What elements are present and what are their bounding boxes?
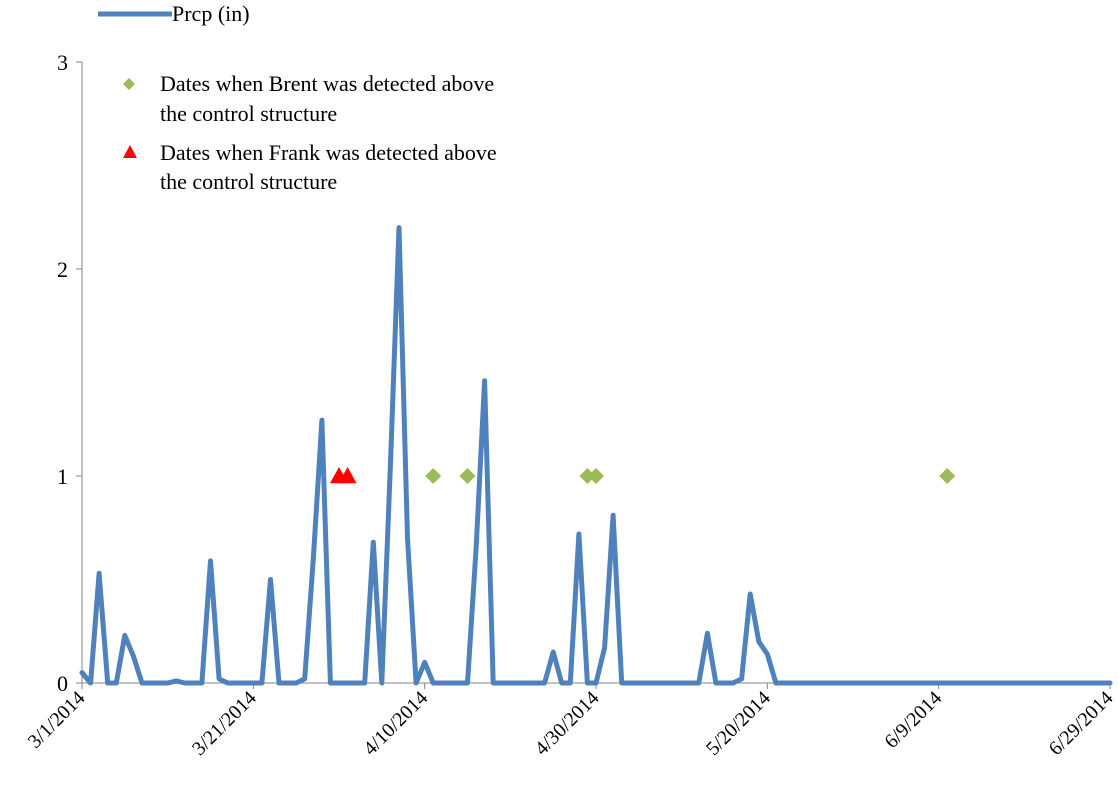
frank-marker — [338, 467, 357, 484]
legend-label-brent-line2: the control structure — [160, 101, 337, 126]
legend-entry-frank: Dates when Frank was detected above the … — [123, 140, 497, 194]
x-ticks: 3/1/2014 3/21/2014 4/10/2014 4/30/2014 5/20/… — [24, 683, 1118, 760]
y-tick-label: 1 — [57, 464, 68, 489]
x-tick-label: 6/29/2014 — [1045, 687, 1118, 760]
legend-entry-brent: Dates when Brent was detected above the … — [123, 71, 494, 126]
legend-swatch-brent — [123, 78, 135, 90]
x-tick-label: 3/1/2014 — [24, 687, 90, 753]
y-ticks: 0 1 2 3 — [57, 50, 82, 696]
legend-swatch-frank — [123, 145, 137, 158]
series-line-prcp — [79, 225, 1113, 686]
brent-marker — [425, 468, 442, 484]
legend-label-frank-line2: the control structure — [160, 169, 337, 194]
brent-marker — [459, 468, 476, 484]
x-tick-label: 3/21/2014 — [188, 687, 261, 760]
legend-label-brent-line1: Dates when Brent was detected above — [160, 71, 494, 96]
y-tick-label: 0 — [57, 671, 68, 696]
x-tick-label: 4/10/2014 — [359, 687, 432, 760]
y-tick-label: 2 — [57, 257, 68, 282]
y-tick-label: 3 — [57, 50, 68, 75]
legend-label-frank-line1: Dates when Frank was detected above — [160, 140, 497, 165]
marker-layer — [330, 467, 956, 484]
series-layer — [79, 225, 1113, 686]
brent-marker — [588, 468, 604, 484]
legend-entry-prcp: Prcp (in) — [98, 1, 250, 26]
x-tick-label: 6/9/2014 — [880, 687, 946, 753]
brent-marker — [579, 468, 596, 484]
brent-marker — [939, 468, 956, 484]
legend: Prcp (in) Dates when Brent was detected … — [98, 1, 497, 194]
x-tick-label: 5/20/2014 — [702, 687, 775, 760]
x-tick-label: 4/30/2014 — [531, 687, 604, 760]
legend-label-prcp: Prcp (in) — [172, 1, 250, 26]
